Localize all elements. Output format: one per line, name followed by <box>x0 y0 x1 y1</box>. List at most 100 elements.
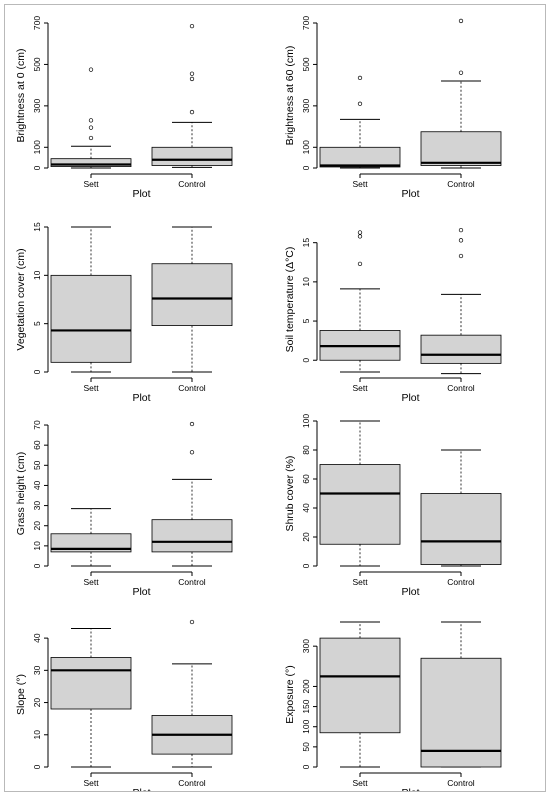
outlier-point <box>458 238 464 243</box>
box-iqr <box>420 131 502 166</box>
y-tick-label: 300 <box>301 639 311 653</box>
y-tick-label: 300 <box>32 98 42 112</box>
x-tick-label: Control <box>447 383 475 393</box>
outlier-point <box>88 67 94 72</box>
y-tick-label: 100 <box>301 140 311 154</box>
box-iqr <box>420 493 502 565</box>
y-axis-label: Vegetation cover (cm) <box>15 248 27 350</box>
y-tick-label: 10 <box>32 270 42 280</box>
x-tick-label: Sett <box>83 179 99 189</box>
y-tick-label: 20 <box>301 532 311 542</box>
y-tick-label: 30 <box>32 665 42 675</box>
x-tick-label: Sett <box>352 179 368 189</box>
y-tick-label: 40 <box>32 633 42 643</box>
y-tick-label: 0 <box>301 764 311 769</box>
box-iqr <box>151 263 233 327</box>
y-tick-label: 20 <box>32 521 42 531</box>
x-tick-label: Control <box>447 179 475 189</box>
outlier-point <box>189 23 195 29</box>
y-tick-label: 10 <box>32 541 42 551</box>
y-tick-label: 5 <box>301 318 311 323</box>
y-tick-label: 500 <box>32 57 42 71</box>
box-iqr <box>50 657 132 710</box>
y-axis-label: Grass height (cm) <box>15 452 27 535</box>
y-tick-label: 60 <box>301 474 311 484</box>
x-tick-label: Sett <box>83 577 99 587</box>
x-tick-label: Sett <box>83 383 99 393</box>
y-tick-label: 15 <box>32 222 42 232</box>
x-axis-label: Plot <box>132 787 150 791</box>
x-axis-label: Plot <box>132 392 150 404</box>
box-iqr <box>50 158 132 167</box>
y-axis-label: Slope (°) <box>15 674 27 715</box>
x-tick-label: Sett <box>83 778 99 788</box>
y-axis-label: Brightness at 0 (cm) <box>15 49 27 143</box>
outlier-point <box>458 18 464 24</box>
y-tick-label: 100 <box>301 719 311 733</box>
y-tick-label: 50 <box>301 742 311 752</box>
y-tick-label: 0 <box>32 165 42 170</box>
x-axis-label: Plot <box>132 586 150 598</box>
y-tick-label: 0 <box>32 764 42 769</box>
box-iqr <box>50 274 132 363</box>
x-axis-label: Plot <box>132 188 150 200</box>
outlier-point <box>357 230 363 235</box>
y-tick-label: 10 <box>301 277 311 287</box>
x-tick-label: Control <box>178 179 206 189</box>
y-tick-label: 10 <box>32 730 42 740</box>
box-iqr <box>319 146 401 168</box>
y-tick-label: 60 <box>32 440 42 450</box>
x-axis-label: Plot <box>401 392 419 404</box>
y-tick-label: 100 <box>32 140 42 154</box>
y-tick-label: 500 <box>301 57 311 71</box>
y-tick-label: 0 <box>301 165 311 170</box>
y-axis-label: Soil temperature (Δ°C) <box>284 247 296 353</box>
outlier-point <box>458 70 464 75</box>
box-iqr <box>420 657 502 768</box>
outlier-point <box>357 234 363 239</box>
y-tick-label: 0 <box>301 358 311 363</box>
y-tick-label: 15 <box>301 238 311 248</box>
y-tick-label: 20 <box>32 698 42 708</box>
y-axis-label: Shrub cover (%) <box>284 456 296 532</box>
y-tick-label: 5 <box>32 321 42 326</box>
y-tick-label: 40 <box>301 503 311 513</box>
x-tick-label: Control <box>178 383 206 393</box>
outlier-point <box>189 109 195 115</box>
x-axis-label: Plot <box>401 787 419 791</box>
outlier-point <box>458 227 464 233</box>
y-tick-label: 100 <box>301 414 311 428</box>
y-tick-label: 50 <box>32 460 42 470</box>
x-tick-label: Control <box>178 778 206 788</box>
box-iqr <box>50 533 132 553</box>
box-iqr <box>420 334 502 364</box>
outlier-point <box>88 135 94 141</box>
y-tick-label: 300 <box>301 98 311 112</box>
y-tick-label: 0 <box>32 369 42 374</box>
outlier-point <box>458 253 464 259</box>
y-tick-label: 700 <box>32 16 42 30</box>
x-tick-label: Sett <box>352 778 368 788</box>
outlier-point <box>189 421 195 427</box>
x-tick-label: Control <box>447 577 475 587</box>
outlier-point <box>189 619 195 625</box>
x-axis-label: Plot <box>401 586 419 598</box>
y-tick-label: 80 <box>301 445 311 455</box>
y-tick-label: 700 <box>301 16 311 30</box>
x-tick-label: Sett <box>352 383 368 393</box>
y-tick-label: 40 <box>32 480 42 490</box>
outlier-point <box>357 101 363 106</box>
y-axis-label: Brightness at 60 (cm) <box>284 46 296 146</box>
outlier-point <box>88 118 94 123</box>
outlier-point <box>189 76 195 82</box>
y-tick-label: 30 <box>32 501 42 511</box>
y-tick-label: 70 <box>32 420 42 430</box>
outlier-point <box>88 125 94 130</box>
box-iqr <box>319 464 401 545</box>
outlier-point <box>357 75 363 81</box>
x-tick-label: Control <box>178 577 206 587</box>
box-iqr <box>151 519 233 553</box>
outlier-point <box>189 71 195 76</box>
x-tick-label: Sett <box>352 577 368 587</box>
